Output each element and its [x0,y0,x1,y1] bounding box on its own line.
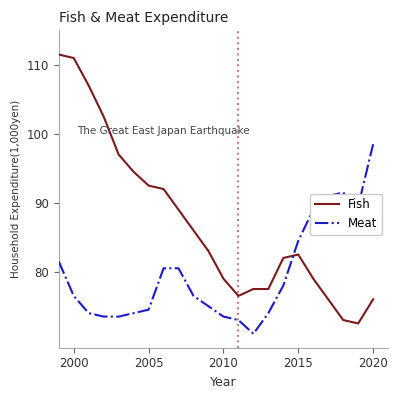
Meat [326,194,331,198]
Fish [371,297,376,302]
Meat [161,266,166,271]
Fish [131,169,136,174]
Text: The Great East Japan Earthquake: The Great East Japan Earthquake [77,126,249,136]
Line: Fish: Fish [59,54,373,324]
Meat [56,259,61,264]
Fish [356,321,360,326]
Meat [206,304,211,309]
Meat [131,311,136,316]
Meat [236,318,241,322]
Meat [296,238,301,243]
Meat [146,307,151,312]
Meat [71,294,76,298]
Fish [311,276,316,281]
Meat [266,311,271,316]
Fish [236,294,241,298]
Fish [56,52,61,57]
Fish [86,83,91,88]
Fish [206,249,211,254]
Text: Fish & Meat Expenditure: Fish & Meat Expenditure [59,11,228,25]
Meat [116,314,121,319]
Meat [341,190,346,195]
Fish [146,183,151,188]
Fish [341,318,346,322]
Meat [281,283,286,288]
Fish [296,252,301,257]
Meat [101,314,106,319]
Legend: Fish, Meat: Fish, Meat [310,194,382,235]
Meat [356,204,360,209]
Meat [221,314,226,319]
Fish [281,256,286,260]
Meat [86,311,91,316]
Fish [266,287,271,292]
Fish [326,297,331,302]
Line: Meat: Meat [59,144,373,334]
Fish [176,207,181,212]
Fish [71,56,76,60]
Y-axis label: Household Expenditure(1,000yen): Household Expenditure(1,000yen) [11,100,21,278]
Meat [191,294,196,298]
Meat [251,332,256,336]
X-axis label: Year: Year [210,376,237,389]
Meat [176,266,181,271]
Fish [116,152,121,157]
Fish [251,287,256,292]
Meat [371,142,376,147]
Fish [221,276,226,281]
Meat [311,207,316,212]
Fish [191,228,196,233]
Fish [101,114,106,119]
Fish [161,187,166,192]
